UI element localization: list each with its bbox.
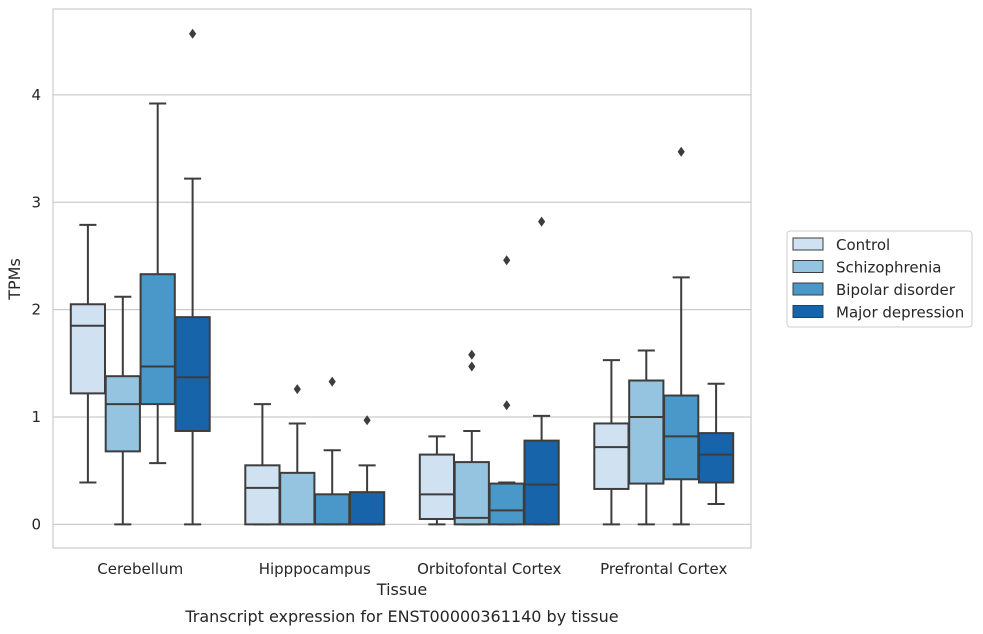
box (244, 464, 281, 526)
y-tick-label: 2 (31, 301, 41, 319)
category-group (593, 146, 735, 526)
box (523, 439, 560, 526)
figure-caption: Transcript expression for ENST0000036114… (184, 607, 618, 626)
outlier-point (363, 415, 371, 426)
outlier-point (677, 146, 685, 157)
box (174, 316, 211, 432)
x-tick-label: Hipppocampus (259, 560, 371, 578)
legend-swatch (792, 282, 824, 296)
box (488, 482, 525, 526)
y-tick-labels: 0 1 2 3 4 (31, 86, 41, 533)
legend-swatch (792, 237, 824, 251)
category-group (69, 28, 211, 526)
legend: Control Schizophrenia Bipolar disorder Majo… (786, 230, 973, 328)
outlier-point (293, 384, 301, 395)
box (628, 379, 665, 485)
outlier-point (328, 376, 336, 387)
legend-label: Bipolar disorder (836, 281, 956, 299)
y-tick-label: 1 (31, 408, 41, 426)
y-tick-label: 0 (31, 515, 41, 533)
x-tick-labels: Cerebellum Hipppocampus Orbitofontal Corte… (97, 560, 727, 578)
legend-swatch (792, 260, 824, 273)
box (593, 422, 630, 490)
outlier-point (503, 255, 511, 266)
legend-swatch (792, 305, 824, 318)
box-groups (69, 28, 735, 526)
outlier-point (538, 216, 546, 227)
box (453, 461, 490, 526)
legend-label: Schizophrenia (836, 259, 941, 277)
x-tick-label: Orbitofontal Cortex (417, 560, 561, 578)
x-tick-label: Prefrontal Cortex (600, 560, 727, 578)
category-group (418, 216, 560, 526)
box (348, 491, 386, 526)
box (314, 493, 351, 526)
box (697, 432, 735, 484)
x-axis-title: Tissue (376, 580, 427, 599)
box (69, 303, 107, 395)
box (139, 273, 176, 406)
box (663, 394, 700, 481)
legend-frame (786, 230, 973, 328)
y-tick-label: 4 (31, 86, 41, 104)
box (104, 375, 141, 453)
y-tick-label: 3 (31, 193, 41, 211)
box (418, 453, 456, 521)
legend-label: Control (836, 236, 890, 254)
category-group (244, 376, 386, 526)
y-axis-title: TPMs (5, 258, 24, 301)
outlier-point (468, 349, 476, 360)
outlier-point (189, 28, 197, 39)
outlier-point (503, 400, 511, 411)
box (279, 471, 316, 526)
x-tick-label: Cerebellum (97, 560, 183, 578)
outlier-point (468, 361, 476, 372)
legend-label: Major depression (836, 304, 964, 322)
